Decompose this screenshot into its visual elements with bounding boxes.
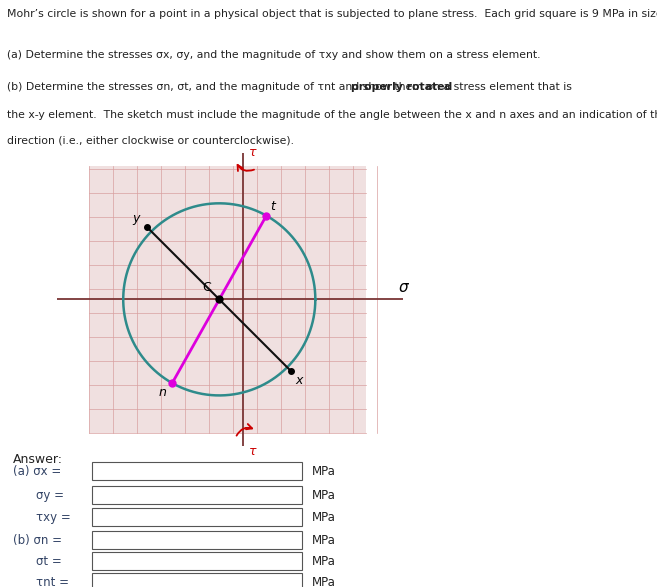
Text: (b) σn =: (b) σn = bbox=[13, 534, 62, 547]
Text: Mohr’s circle is shown for a point in a physical object that is subjected to pla: Mohr’s circle is shown for a point in a … bbox=[7, 9, 657, 19]
Text: direction (i.e., either clockwise or counterclockwise).: direction (i.e., either clockwise or cou… bbox=[7, 136, 294, 146]
Text: τ: τ bbox=[248, 146, 256, 159]
Text: σt =: σt = bbox=[36, 555, 62, 568]
Text: MPa: MPa bbox=[312, 555, 336, 568]
Text: τnt =: τnt = bbox=[36, 576, 69, 587]
Text: MPa: MPa bbox=[312, 534, 336, 547]
Text: σy =: σy = bbox=[36, 489, 64, 502]
Text: τxy =: τxy = bbox=[36, 511, 71, 524]
Text: σ: σ bbox=[398, 281, 408, 295]
Bar bbox=[92, 461, 302, 480]
Text: (b) Determine the stresses σn, σt, and the magnitude of τnt and show them on a s: (b) Determine the stresses σn, σt, and t… bbox=[7, 82, 575, 92]
Text: MPa: MPa bbox=[312, 576, 336, 587]
Text: C: C bbox=[202, 281, 212, 294]
Bar bbox=[92, 508, 302, 527]
Text: Answer:: Answer: bbox=[13, 453, 63, 466]
Bar bbox=[92, 485, 302, 504]
Bar bbox=[92, 573, 302, 587]
Text: the x-y element.  The sketch must include the magnitude of the angle between the: the x-y element. The sketch must include… bbox=[7, 110, 657, 120]
Text: τ: τ bbox=[248, 445, 256, 458]
Text: MPa: MPa bbox=[312, 511, 336, 524]
Bar bbox=[89, 166, 366, 433]
Text: y: y bbox=[132, 212, 139, 225]
Text: t: t bbox=[271, 200, 275, 213]
Text: properly rotated: properly rotated bbox=[351, 82, 452, 92]
Bar bbox=[92, 552, 302, 570]
Text: (a) Determine the stresses σx, σy, and the magnitude of τxy and show them on a s: (a) Determine the stresses σx, σy, and t… bbox=[7, 50, 540, 60]
Bar bbox=[92, 531, 302, 549]
Text: MPa: MPa bbox=[312, 489, 336, 502]
Text: MPa: MPa bbox=[312, 465, 336, 478]
Text: n: n bbox=[159, 386, 167, 399]
Text: x: x bbox=[295, 374, 303, 387]
Text: (a) σx =: (a) σx = bbox=[13, 465, 61, 478]
